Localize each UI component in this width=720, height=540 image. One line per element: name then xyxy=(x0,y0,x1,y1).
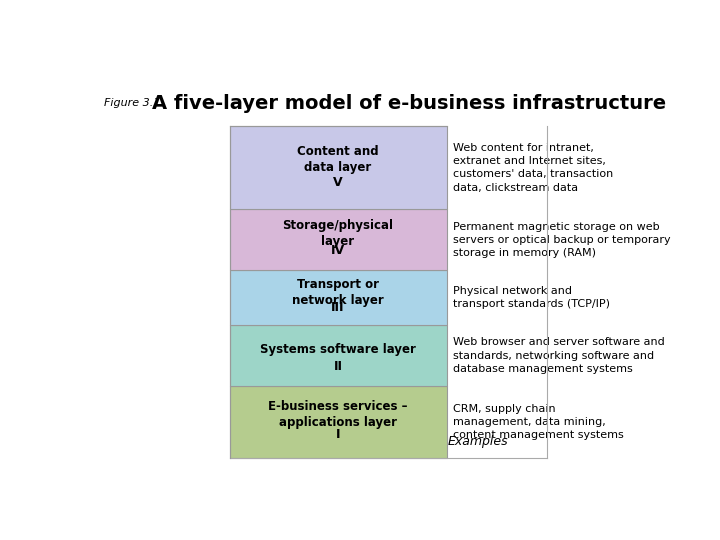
Text: III: III xyxy=(331,301,345,314)
Text: Systems software layer: Systems software layer xyxy=(260,343,416,356)
Text: Permanent magnetic storage on web
servers or optical backup or temporary
storage: Permanent magnetic storage on web server… xyxy=(453,221,670,258)
Text: Transport or
network layer: Transport or network layer xyxy=(292,278,384,307)
Bar xyxy=(230,325,446,386)
Text: Examples: Examples xyxy=(448,435,508,448)
Text: I: I xyxy=(336,428,341,441)
Bar xyxy=(230,271,446,325)
Text: IV: IV xyxy=(331,244,345,258)
Text: Storage/physical
layer: Storage/physical layer xyxy=(282,219,394,248)
Text: V: V xyxy=(333,176,343,189)
Text: CRM, supply chain
management, data mining,
content management systems: CRM, supply chain management, data minin… xyxy=(453,404,624,440)
Text: Web browser and server software and
standards, networking software and
database : Web browser and server software and stan… xyxy=(453,338,665,374)
Text: Web content for intranet,
extranet and Internet sites,
customers' data, transact: Web content for intranet, extranet and I… xyxy=(453,143,613,193)
Bar xyxy=(230,386,446,457)
Bar xyxy=(230,126,446,209)
Text: A five-layer model of e-business infrastructure: A five-layer model of e-business infrast… xyxy=(152,94,666,113)
Text: Content and
data layer: Content and data layer xyxy=(297,145,379,174)
Text: II: II xyxy=(333,360,343,373)
Text: Figure 3.1: Figure 3.1 xyxy=(104,98,161,109)
Bar xyxy=(230,209,446,271)
Text: Physical network and
transport standards (TCP/IP): Physical network and transport standards… xyxy=(453,286,610,309)
Text: E-business services –
applications layer: E-business services – applications layer xyxy=(269,400,408,429)
